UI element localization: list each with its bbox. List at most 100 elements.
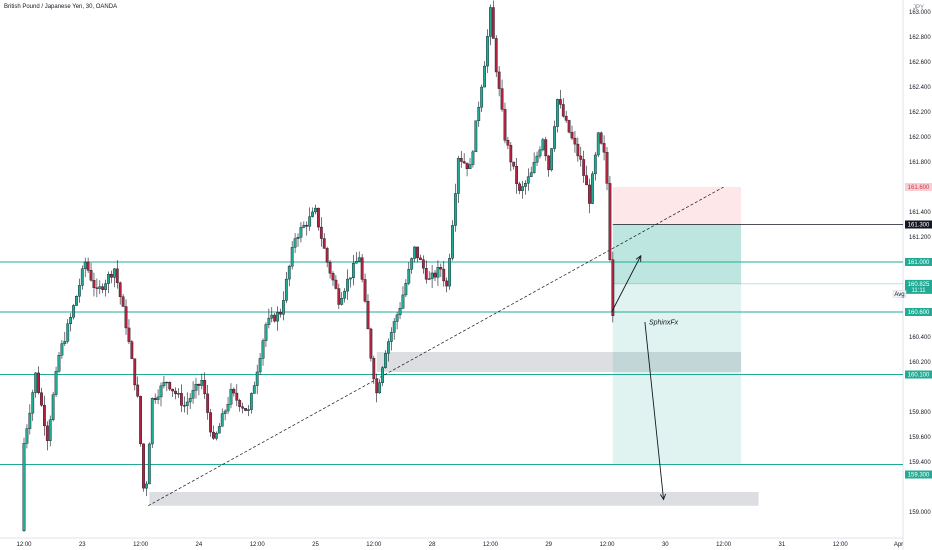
candle (290, 247, 294, 267)
candle (436, 267, 440, 278)
candle (366, 301, 370, 330)
price-tag-label: 160.825 (908, 282, 930, 288)
candle (168, 381, 172, 390)
y-tick-label: 161.400 (909, 210, 931, 216)
candle (177, 393, 180, 395)
candle (197, 383, 201, 386)
y-tick-label: 160.200 (909, 360, 931, 366)
candle (567, 120, 571, 133)
candle (238, 400, 242, 407)
y-tick-label: 161.800 (909, 160, 931, 166)
candle (544, 139, 548, 157)
candle (608, 183, 612, 260)
candle (223, 410, 227, 414)
candle (419, 257, 422, 260)
x-tick-label: 29 (545, 542, 552, 548)
candle (57, 355, 61, 372)
candle (541, 139, 545, 151)
stop-loss-zone (612, 187, 742, 225)
candle (331, 273, 335, 281)
candle (445, 280, 449, 287)
candle (384, 353, 387, 368)
candle (147, 443, 151, 485)
candle (561, 104, 565, 117)
candle (483, 65, 486, 88)
x-tick-label: 12:00 (599, 542, 615, 548)
candle (244, 408, 247, 411)
y-tick-label: 161.200 (909, 235, 931, 241)
x-tick-label: 12:00 (483, 542, 499, 548)
candle (596, 132, 600, 156)
candle (75, 296, 78, 306)
candle (427, 278, 431, 280)
candle (206, 393, 210, 413)
candle (185, 401, 189, 406)
candle (430, 272, 434, 279)
candle (165, 381, 169, 384)
candle (267, 317, 271, 325)
candle (252, 385, 256, 394)
candle (337, 288, 341, 305)
price-tag-label: 160.100 (908, 373, 930, 379)
candle (296, 236, 300, 239)
candle (229, 388, 233, 405)
candle (255, 371, 259, 386)
candle (235, 392, 239, 401)
candle (325, 248, 329, 263)
candle (72, 305, 75, 318)
y-tick-label: 162.400 (909, 85, 931, 91)
candle (40, 392, 43, 406)
x-tick-label: 31 (779, 542, 786, 548)
candle (299, 227, 303, 238)
candle (212, 431, 215, 439)
candle (372, 358, 376, 380)
candle (311, 211, 314, 217)
candle (159, 385, 163, 398)
candle (349, 277, 352, 280)
price-tag-label: 161.300 (908, 223, 930, 229)
candle (101, 286, 105, 290)
price-tag-label: 159.300 (908, 473, 930, 479)
avg-badge[interactable] (892, 290, 907, 298)
candle (261, 340, 265, 359)
candle (63, 341, 67, 344)
candle (602, 143, 606, 153)
candle (398, 307, 402, 316)
candle (276, 312, 280, 322)
x-tick-label: 25 (312, 542, 319, 548)
candle (357, 257, 361, 262)
candle (156, 396, 160, 400)
projection-arrow-2[interactable] (644, 321, 664, 500)
candle (328, 262, 332, 274)
candle (322, 238, 326, 249)
candle (410, 258, 414, 270)
candle (556, 99, 559, 127)
candle (130, 341, 134, 359)
projection-arrowhead-2 (660, 493, 667, 501)
candle (180, 393, 183, 406)
target-zone-realized (612, 224, 742, 284)
support-zone-lower (149, 492, 759, 506)
projection-arrow-1[interactable] (611, 255, 642, 313)
y-tick-label: 162.000 (909, 135, 931, 141)
price-tag (905, 258, 932, 266)
y-tick-label: 159.600 (909, 435, 931, 441)
x-tick-label: 23 (79, 542, 86, 548)
x-tick-label: Apr (894, 542, 903, 548)
candle (334, 279, 338, 289)
candle (284, 278, 288, 301)
candle (538, 149, 542, 157)
candle (110, 274, 113, 278)
candle (369, 328, 373, 359)
candle (523, 183, 527, 187)
candle (80, 268, 84, 286)
candle (547, 155, 551, 171)
candle (456, 158, 460, 194)
candle (591, 173, 594, 204)
y-tick-label: 159.800 (909, 410, 931, 416)
candle (232, 388, 236, 394)
candle (491, 7, 495, 39)
candle (98, 286, 102, 289)
candle (139, 395, 142, 445)
